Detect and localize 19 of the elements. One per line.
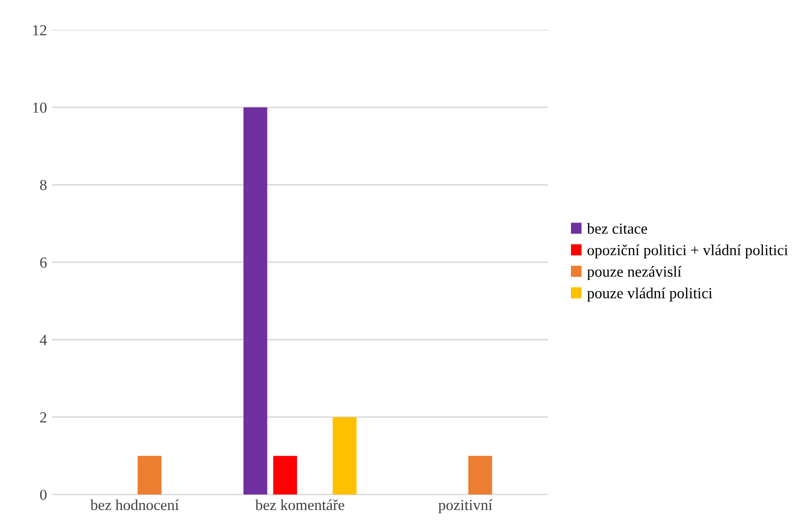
- legend-label: bez citace: [586, 223, 648, 234]
- y-tick-label: 0: [40, 490, 47, 500]
- x-tick-label: bez hodnocení: [90, 499, 179, 510]
- bar: [243, 107, 268, 495]
- bar: [332, 417, 357, 495]
- y-tick-label: 10: [33, 102, 47, 113]
- legend-label: opoziční politici + vládní politici: [588, 244, 788, 258]
- y-tick-label: 8: [40, 180, 47, 190]
- bar: [273, 456, 298, 495]
- legend-label: pouze nezávislí: [587, 266, 682, 280]
- y-tick-label: 4: [40, 334, 47, 345]
- y-tick-label: 6: [40, 257, 47, 268]
- bar: [138, 456, 162, 495]
- bar: [468, 456, 492, 495]
- x-tick-label: pozitivní: [438, 499, 492, 514]
- x-tick-label: bez komentáře: [255, 499, 344, 510]
- legend-label: pouze vládní politici: [587, 288, 712, 302]
- y-tick-label: 2: [40, 412, 46, 422]
- y-tick-label: 12: [33, 25, 46, 36]
